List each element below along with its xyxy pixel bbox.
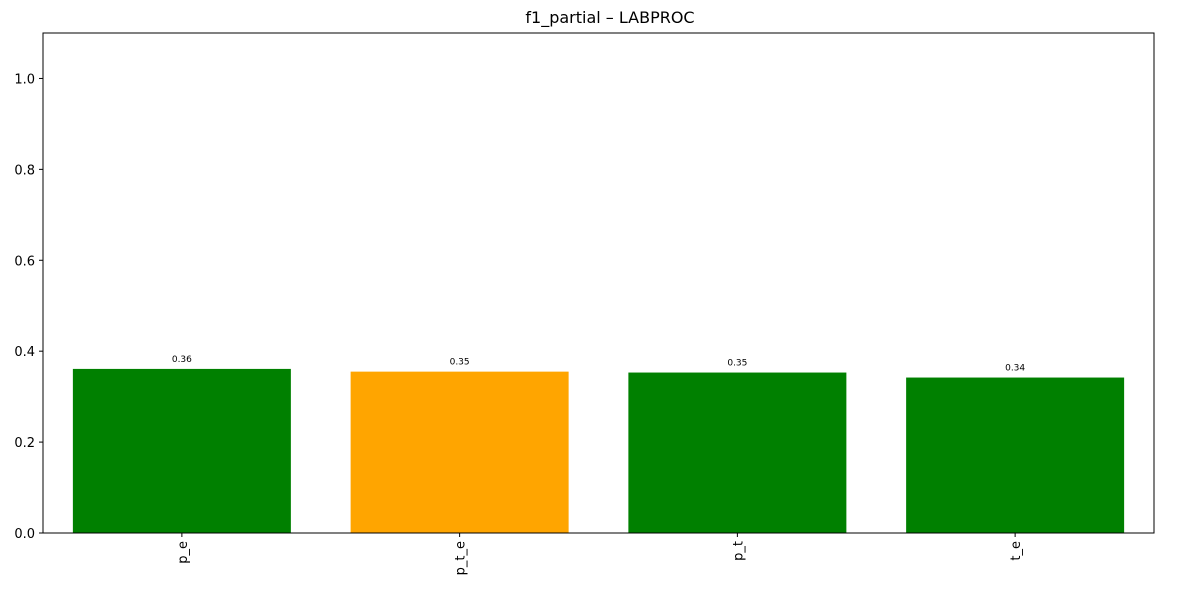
data-label-p_e: 0.36 — [172, 355, 192, 365]
x-tick-label-p_t: p_t — [731, 541, 746, 561]
y-tick-label: 0.0 — [14, 527, 35, 542]
x-axis: p_e p_t_e p_t t_e — [176, 533, 1024, 575]
y-tick-label: 0.4 — [14, 345, 35, 360]
chart-title: f1_partial – LABPROC — [525, 8, 694, 28]
bar-p_t — [628, 372, 847, 533]
y-axis: 0.0 0.2 0.4 0.6 0.8 1.0 — [14, 72, 43, 542]
data-label-p_t_e: 0.35 — [450, 358, 470, 368]
data-label-t_e: 0.34 — [1005, 364, 1025, 374]
y-tick-label: 0.8 — [14, 163, 35, 178]
data-label-p_t: 0.35 — [727, 359, 747, 369]
x-tick-label-p_e: p_e — [176, 541, 191, 564]
bars-group: 0.36 0.35 0.35 0.34 — [72, 355, 1125, 533]
x-tick-label-p_t_e: p_t_e — [454, 541, 469, 575]
x-tick-label-t_e: t_e — [1009, 541, 1024, 561]
plot-frame — [42, 32, 1155, 534]
bar-p_t_e — [350, 371, 569, 533]
y-tick-label: 0.2 — [14, 436, 35, 451]
bar-t_e — [906, 377, 1125, 533]
bar-p_e — [72, 368, 291, 533]
y-tick-label: 0.6 — [14, 254, 35, 269]
y-tick-label: 1.0 — [14, 72, 35, 87]
